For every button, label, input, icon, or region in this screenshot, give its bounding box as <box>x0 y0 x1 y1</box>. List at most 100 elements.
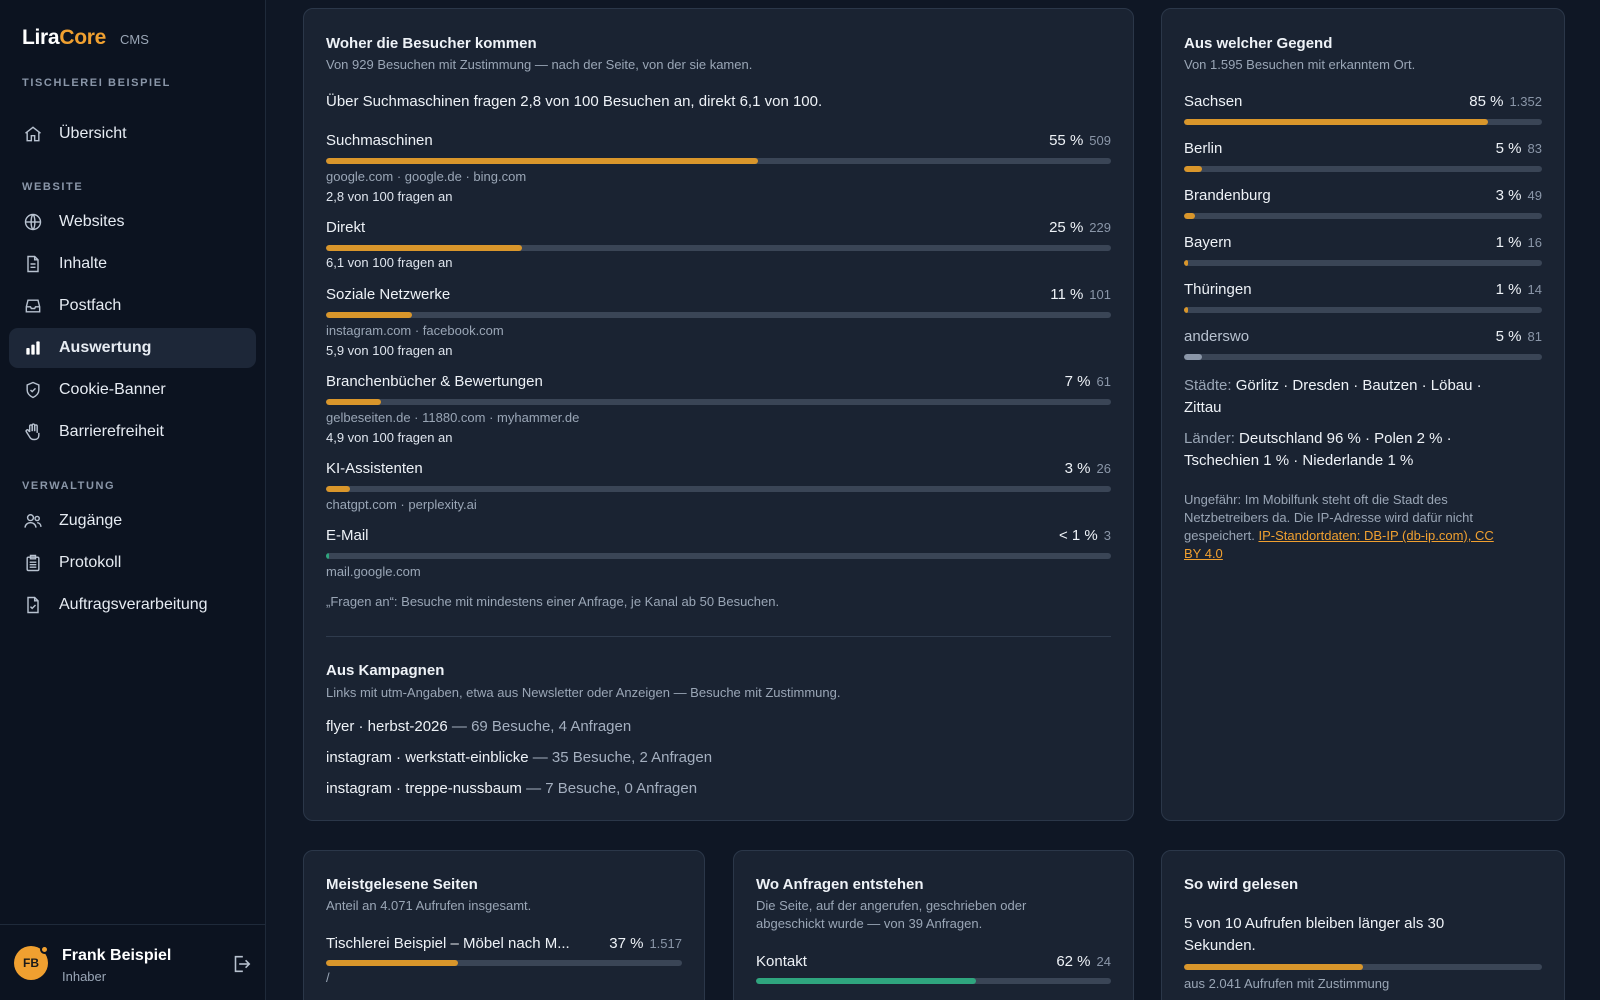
sidebar-item-cookie-banner[interactable]: Cookie-Banner <box>9 370 256 410</box>
source-row-value: 25 % 229 <box>1049 219 1111 236</box>
campaign-name: flyer · herbst-2026 <box>326 718 448 735</box>
region-row-value: 3 % 49 <box>1496 187 1542 204</box>
source-domains: instagram.com · facebook.com <box>326 323 504 338</box>
cities-list: Görlitz · Dresden · Bautzen · Löbau · <box>1235 377 1482 394</box>
region-row-value: 1 % 16 <box>1496 234 1542 251</box>
sidebar-item-overview[interactable]: Übersicht <box>9 114 256 154</box>
status-dot <box>40 945 49 954</box>
inquiry-pct: 62 % <box>1056 953 1091 970</box>
inbox-icon <box>23 296 43 316</box>
site-name: TISCHLEREI BEISPIEL <box>22 77 171 89</box>
sidebar-item-label: Postfach <box>59 297 122 314</box>
region-note-text: gespeichert. <box>1184 528 1255 543</box>
sidebar: Lira Core CMS TISCHLEREI BEISPIEL Übersic… <box>0 0 266 1000</box>
user-panel: FB Frank Beispiel Inhaber <box>0 924 266 1000</box>
sidebar-item-auftragsverarbeitung[interactable]: Auftragsverarbeitung <box>9 585 256 625</box>
region-note-line: Ungefähr: Im Mobilfunk steht oft die Sta… <box>1184 492 1448 507</box>
source-pct: 3 % <box>1064 460 1091 477</box>
region-row-name: Thüringen <box>1184 281 1252 298</box>
source-row-name: Direkt <box>326 219 366 236</box>
source-row-name: E-Mail <box>326 527 369 544</box>
user-name: Frank Beispiel <box>62 947 172 964</box>
page-pct: 37 % <box>609 935 644 952</box>
source-bar-fill <box>326 486 350 492</box>
cities-line: Städte: Görlitz · Dresden · Bautzen · Lö… <box>1184 375 1482 397</box>
reading-headline-2: Sekunden. <box>1184 937 1256 954</box>
source-domains: mail.google.com <box>326 564 421 579</box>
region-bar-fill <box>1184 213 1195 219</box>
db-ip-link[interactable]: IP-Standortdaten: DB-IP (db-ip.com), CC <box>1258 528 1494 543</box>
region-row-name: Berlin <box>1184 140 1223 157</box>
document-check-icon <box>23 595 43 615</box>
countries-line-2: Tschechien 1 % · Niederlande 1 % <box>1184 452 1414 469</box>
region-pct: 3 % <box>1495 187 1522 204</box>
section-website: WEBSITE <box>22 181 84 193</box>
countries-line: Länder: Deutschland 96 % · Polen 2 % · <box>1184 428 1452 450</box>
sidebar-item-inhalte[interactable]: Inhalte <box>9 244 256 284</box>
source-row-name: Branchenbücher & Bewertungen <box>326 373 543 390</box>
inquiry-bar <box>756 978 1111 984</box>
source-bar-fill <box>326 312 413 318</box>
page-row-name[interactable]: Tischlerei Beispiel – Möbel nach M... <box>326 935 570 952</box>
brand-logo[interactable]: Lira Core CMS <box>22 26 149 50</box>
avatar-initials: FB <box>23 956 39 970</box>
inquiries-card: Wo Anfragen entstehen Die Seite, auf der… <box>733 850 1134 1000</box>
shield-check-icon <box>23 380 43 400</box>
sidebar-item-websites[interactable]: Websites <box>9 202 256 242</box>
logout-icon[interactable] <box>230 953 252 975</box>
source-row-value: 55 % 509 <box>1049 132 1111 149</box>
sidebar-item-label: Inhalte <box>59 255 108 272</box>
region-bar <box>1184 213 1542 219</box>
sidebar-item-postfach[interactable]: Postfach <box>9 286 256 326</box>
source-bar-fill <box>326 158 758 164</box>
campaign-item[interactable]: instagram · treppe-nussbaum — 7 Besuche,… <box>326 780 697 797</box>
countries-label: Länder: <box>1184 430 1235 447</box>
source-bar <box>326 399 1111 405</box>
region-bar-fill <box>1184 260 1188 266</box>
source-count: 26 <box>1096 461 1111 476</box>
source-bar <box>326 158 1111 164</box>
region-count: 16 <box>1527 235 1542 250</box>
source-count: 3 <box>1103 528 1111 543</box>
region-card: Aus welcher Gegend Von 1.595 Besuchen mi… <box>1161 8 1565 821</box>
region-row-value: 5 % 83 <box>1496 140 1542 157</box>
sidebar-item-label: Websites <box>59 213 125 230</box>
inquiry-row-name: Kontakt <box>756 953 807 970</box>
campaign-item[interactable]: flyer · herbst-2026 — 69 Besuche, 4 Anfr… <box>326 718 631 735</box>
sidebar-item-label: Barrierefreiheit <box>59 423 164 440</box>
sources-headline: Über Suchmaschinen fragen 2,8 von 100 Be… <box>326 93 823 110</box>
bar-chart-icon <box>23 338 43 358</box>
source-count: 61 <box>1096 374 1111 389</box>
reading-bar-fill <box>1184 964 1363 970</box>
region-count: 83 <box>1527 141 1542 156</box>
users-icon <box>23 511 43 531</box>
sidebar-item-auswertung[interactable]: Auswertung <box>9 328 256 368</box>
source-bar <box>326 553 1111 559</box>
region-pct: 1 % <box>1495 234 1522 251</box>
sidebar-item-zugaenge[interactable]: Zugänge <box>9 501 256 541</box>
globe-icon <box>23 212 43 232</box>
section-verwaltung: VERWALTUNG <box>22 480 116 492</box>
region-bar-fill <box>1184 354 1202 360</box>
avatar[interactable]: FB <box>14 945 49 980</box>
pages-title: Meistgelesene Seiten <box>326 876 478 893</box>
source-domains: chatgpt.com · perplexity.ai <box>326 497 477 512</box>
source-row-value: 3 % 26 <box>1065 460 1111 477</box>
license-link[interactable]: BY 4.0 <box>1184 546 1223 561</box>
source-rate: 5,9 von 100 fragen an <box>326 343 453 358</box>
source-rate: 4,9 von 100 fragen an <box>326 430 453 445</box>
campaign-stats: — 69 Besuche, 4 Anfragen <box>451 718 632 735</box>
region-bar-fill <box>1184 119 1489 125</box>
source-pct: < 1 % <box>1058 527 1098 544</box>
source-row-value: 7 % 61 <box>1065 373 1111 390</box>
source-row-name: Suchmaschinen <box>326 132 433 149</box>
inquiry-bar-fill <box>756 978 977 984</box>
region-subtitle: Von 1.595 Besuchen mit erkanntem Ort. <box>1184 57 1416 72</box>
region-pct: 85 % <box>1469 93 1504 110</box>
region-bar <box>1184 119 1542 125</box>
sidebar-item-barrierefreiheit[interactable]: Barrierefreiheit <box>9 412 256 452</box>
sidebar-item-protokoll[interactable]: Protokoll <box>9 543 256 583</box>
campaign-item[interactable]: instagram · werkstatt-einblicke — 35 Bes… <box>326 749 712 766</box>
sidebar-item-label: Auswertung <box>59 339 152 356</box>
region-bar <box>1184 166 1542 172</box>
